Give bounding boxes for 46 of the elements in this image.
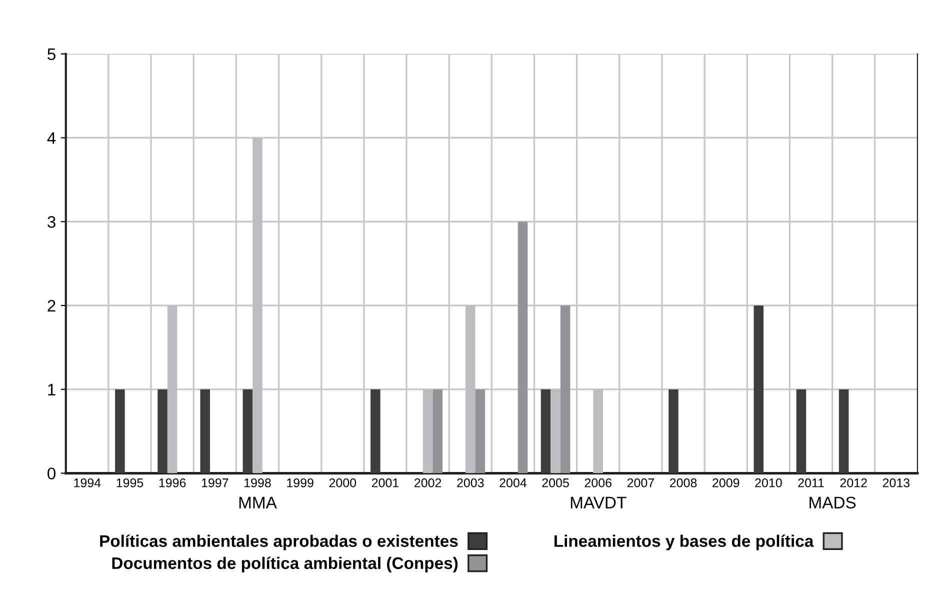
bar: [560, 305, 570, 474]
y-tick-label: 4: [47, 132, 56, 144]
text: MADS: [810, 496, 856, 509]
bar: [158, 389, 168, 474]
bar: [796, 389, 806, 474]
x-tick-label: 2002: [414, 478, 442, 488]
x-tick-label: 2010: [755, 478, 782, 488]
y-tick-label: 3: [48, 216, 56, 228]
x-tick-label: 1996: [159, 478, 186, 488]
x-tick-label: 2001: [372, 478, 399, 488]
x-tick-label: 2006: [584, 478, 612, 488]
x-tick-label: 2000: [329, 478, 356, 488]
text: MMA: [239, 496, 277, 508]
bar: [668, 389, 678, 474]
bar: [518, 222, 528, 474]
text: MAVDT: [570, 496, 626, 508]
x-tick-label: 1997: [202, 478, 228, 488]
bar: [838, 389, 849, 474]
bar: [115, 389, 125, 474]
x-tick-label: 2005: [542, 478, 569, 488]
x-tick-label: 2009: [712, 478, 740, 488]
x-tick-label: 1995: [116, 478, 144, 488]
bar: [242, 389, 253, 474]
bar: [370, 389, 380, 474]
x-tick-label: 2004: [500, 478, 526, 488]
x-tick-label: 2008: [670, 478, 697, 488]
bar: [540, 389, 551, 474]
x-tick-label: 1998: [244, 478, 271, 488]
bar: [475, 389, 486, 474]
x-tick-label: 1994: [74, 478, 101, 488]
legend-label: Políticas ambientales aprobadas o existentes: [100, 534, 458, 550]
x-tick-label: 2012: [840, 478, 867, 488]
x-tick-label: 2007: [627, 478, 654, 488]
bar: [432, 389, 442, 474]
y-tick-label: 0: [48, 468, 56, 480]
legend-label: Documentos de política ambiental (Conpes): [112, 556, 458, 572]
x-tick-label: 1999: [287, 478, 314, 488]
y-tick-label: 1: [48, 384, 56, 396]
bar: [754, 305, 764, 474]
x-tick-label: 2011: [798, 478, 824, 488]
x-tick-label: 2003: [457, 478, 484, 488]
x-tick-label: 2013: [882, 478, 910, 488]
y-tick-label: 2: [48, 300, 56, 312]
bar: [200, 389, 210, 474]
y-tick-label: 5: [48, 48, 56, 60]
legend-label: Lineamientos y bases de política: [554, 534, 814, 550]
